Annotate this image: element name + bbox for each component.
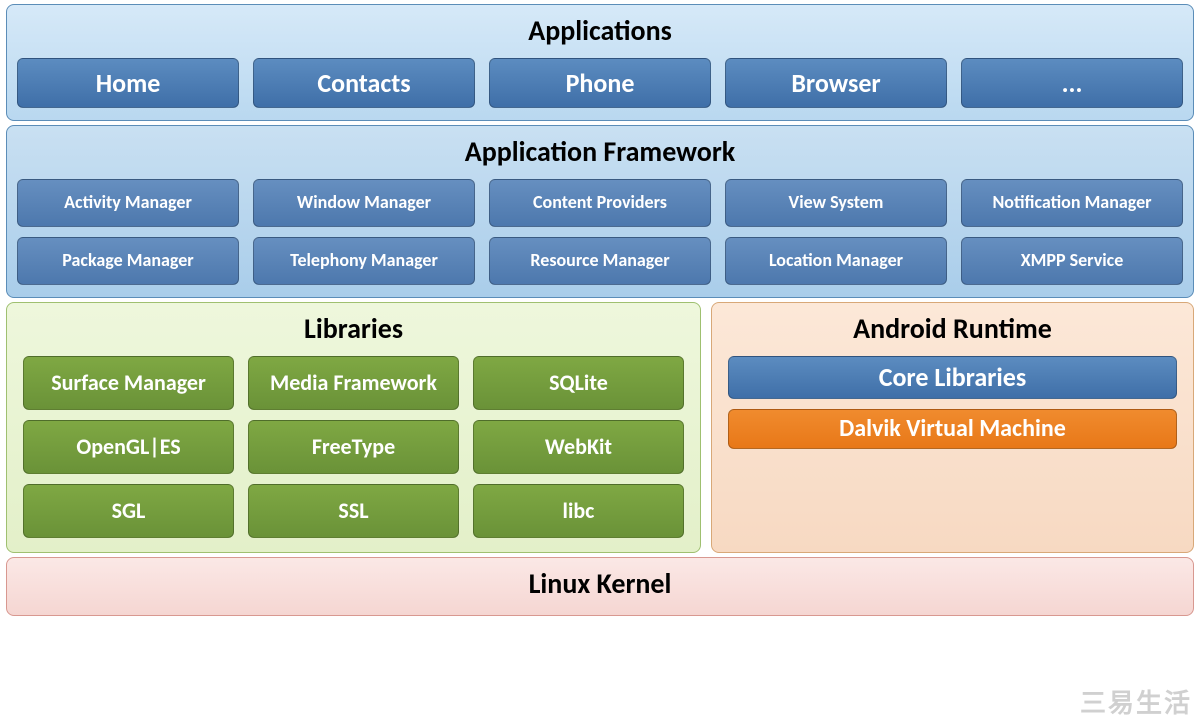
framework-row-2: Package Manager Telephony Manager Resour… bbox=[17, 237, 1183, 285]
fw-content-providers: Content Providers bbox=[489, 179, 711, 227]
fw-package-manager: Package Manager bbox=[17, 237, 239, 285]
watermark: 三易生活 bbox=[1080, 683, 1192, 720]
libraries-row-1: Surface Manager Media Framework SQLite bbox=[23, 356, 684, 410]
fw-activity-manager: Activity Manager bbox=[17, 179, 239, 227]
runtime-layer: Android Runtime Core Libraries Dalvik Vi… bbox=[711, 302, 1194, 553]
lib-webkit: WebKit bbox=[473, 420, 684, 474]
applications-title: Applications bbox=[17, 13, 1183, 48]
runtime-dalvik-vm: Dalvik Virtual Machine bbox=[728, 409, 1177, 449]
fw-location-manager: Location Manager bbox=[725, 237, 947, 285]
runtime-title: Android Runtime bbox=[728, 311, 1177, 346]
libraries-layer: Libraries Surface Manager Media Framewor… bbox=[6, 302, 701, 553]
fw-resource-manager: Resource Manager bbox=[489, 237, 711, 285]
framework-title: Application Framework bbox=[17, 134, 1183, 169]
libraries-row-3: SGL SSL libc bbox=[23, 484, 684, 538]
app-phone: Phone bbox=[489, 58, 711, 108]
middle-split: Libraries Surface Manager Media Framewor… bbox=[6, 302, 1194, 553]
lib-libc: libc bbox=[473, 484, 684, 538]
applications-layer: Applications Home Contacts Phone Browser… bbox=[6, 4, 1194, 121]
fw-telephony-manager: Telephony Manager bbox=[253, 237, 475, 285]
runtime-stack: Core Libraries Dalvik Virtual Machine bbox=[728, 356, 1177, 449]
fw-view-system: View System bbox=[725, 179, 947, 227]
framework-row-1: Activity Manager Window Manager Content … bbox=[17, 179, 1183, 227]
lib-opengl-es: OpenGL|ES bbox=[23, 420, 234, 474]
lib-surface-manager: Surface Manager bbox=[23, 356, 234, 410]
lib-ssl: SSL bbox=[248, 484, 459, 538]
libraries-row-2: OpenGL|ES FreeType WebKit bbox=[23, 420, 684, 474]
libraries-title: Libraries bbox=[23, 311, 684, 346]
kernel-layer: Linux Kernel bbox=[6, 557, 1194, 616]
app-more: ... bbox=[961, 58, 1183, 108]
lib-sgl: SGL bbox=[23, 484, 234, 538]
app-contacts: Contacts bbox=[253, 58, 475, 108]
runtime-core-libraries: Core Libraries bbox=[728, 356, 1177, 399]
lib-media-framework: Media Framework bbox=[248, 356, 459, 410]
framework-layer: Application Framework Activity Manager W… bbox=[6, 125, 1194, 298]
fw-window-manager: Window Manager bbox=[253, 179, 475, 227]
fw-xmpp-service: XMPP Service bbox=[961, 237, 1183, 285]
applications-row: Home Contacts Phone Browser ... bbox=[17, 58, 1183, 108]
kernel-title: Linux Kernel bbox=[17, 566, 1183, 601]
lib-sqlite: SQLite bbox=[473, 356, 684, 410]
app-browser: Browser bbox=[725, 58, 947, 108]
app-home: Home bbox=[17, 58, 239, 108]
fw-notification-manager: Notification Manager bbox=[961, 179, 1183, 227]
lib-freetype: FreeType bbox=[248, 420, 459, 474]
